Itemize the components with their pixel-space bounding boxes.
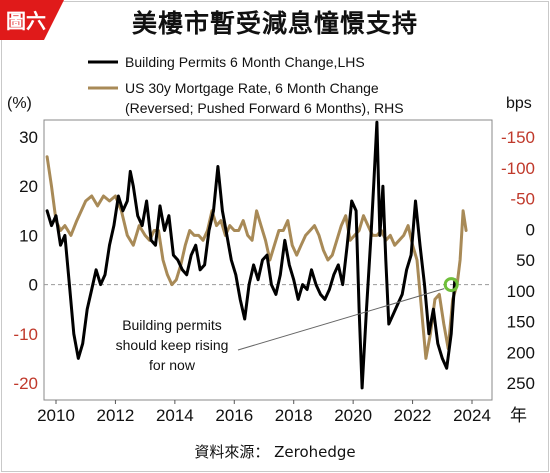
right-tick-label: -100 <box>501 159 535 178</box>
building-permits-line <box>45 120 457 390</box>
left-tick-label: 20 <box>19 177 38 196</box>
right-tick-label: 0 <box>526 220 535 239</box>
annotation-marker <box>443 277 459 293</box>
badge-text: 圖六 <box>6 10 46 33</box>
left-tick-label: -20 <box>13 374 38 393</box>
badge-shape <box>0 0 64 40</box>
source-note: 資料來源： Zerohedge <box>194 443 356 461</box>
left-tick-label: 0 <box>29 276 38 295</box>
right-tick-label: -150 <box>501 128 535 147</box>
right-tick-label: 50 <box>516 251 535 270</box>
x-tick-label: 2022 <box>394 406 432 425</box>
x-tick-label: 2020 <box>334 406 372 425</box>
mortgage-rate-line <box>45 155 468 360</box>
right-tick-label: 150 <box>507 313 535 332</box>
x-tick-label: 2012 <box>97 406 135 425</box>
right-tick-label: 200 <box>507 343 535 362</box>
right-axis-label: bps <box>506 95 532 112</box>
x-tick-label: 2010 <box>37 406 75 425</box>
right-tick-label: 250 <box>507 374 535 393</box>
x-tick-label: 2024 <box>453 406 491 425</box>
legend-label-mortgage-note: (Reversed; Pushed Forward 6 Months), RHS <box>125 100 404 116</box>
badge: 圖六 <box>0 0 64 40</box>
left-axis-label: (%) <box>7 95 32 112</box>
right-tick-label: -50 <box>510 190 535 209</box>
x-axis-label: 年 <box>510 406 527 425</box>
legend-label-mortgage: US 30y Mortgage Rate, 6 Month Change <box>125 80 379 96</box>
left-tick-label: -10 <box>13 325 38 344</box>
right-tick-label: 100 <box>507 282 535 301</box>
annotation-pointer <box>237 288 445 351</box>
annotation-text: should keep rising <box>116 337 229 353</box>
x-tick-label: 2014 <box>156 406 194 425</box>
annotation-text: Building permits <box>122 317 222 333</box>
left-tick-label: 30 <box>19 128 38 147</box>
x-tick-label: 2018 <box>275 406 313 425</box>
left-tick-label: 10 <box>19 226 38 245</box>
legend-label-building: Building Permits 6 Month Change,LHS <box>125 54 365 70</box>
annotation-text: for now <box>149 357 196 373</box>
chart-title: 美樓市暫受減息憧憬支持 <box>131 9 418 38</box>
x-tick-label: 2016 <box>215 406 253 425</box>
